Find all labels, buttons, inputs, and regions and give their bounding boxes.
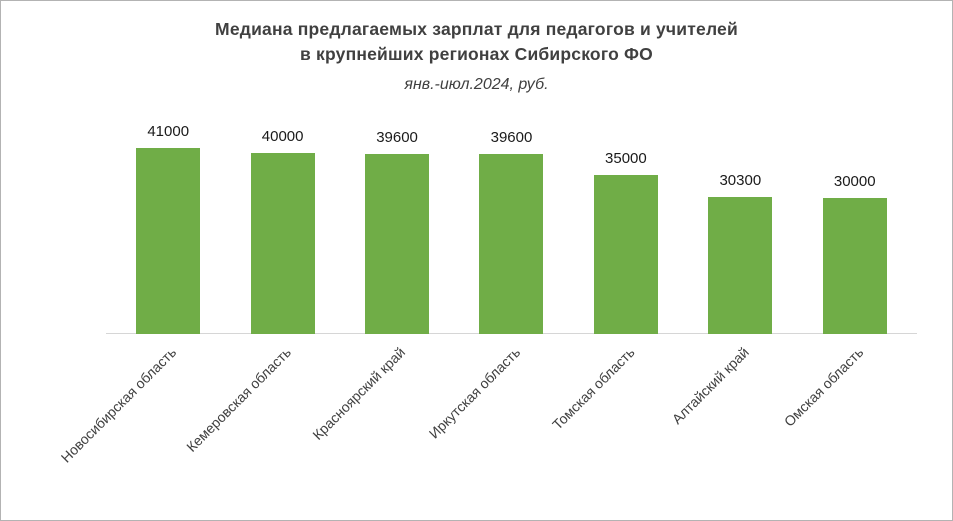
x-axis-label: Иркутская область <box>425 344 523 442</box>
bar <box>708 197 773 334</box>
bar <box>822 198 887 334</box>
bar-column: 30000 Омская область <box>780 106 912 430</box>
bar-column: 35000 Томская область <box>549 106 683 433</box>
bar-value-label: 35000 <box>605 150 647 167</box>
bar-value-label: 30300 <box>719 172 762 189</box>
chart-subtitle: янв.-июл.2024, руб. <box>404 75 549 93</box>
bar-value-label: 39600 <box>490 129 533 146</box>
bar-columns: 41000 Новосибирская область 40000 Кемеровск… <box>58 106 912 466</box>
bar-value-label: 40000 <box>261 128 304 145</box>
chart-title-line-2: в крупнейших регионах Сибирского ФО <box>300 44 653 65</box>
x-axis-label: Новосибирская область <box>57 344 180 466</box>
bar-column: 39600 Красноярский край <box>310 106 454 443</box>
x-axis-label: Томская область <box>548 344 638 433</box>
bar-column: 30300 Алтайский край <box>669 106 797 427</box>
plot-area: 41000 Новосибирская область 40000 Кемеровск… <box>58 106 917 466</box>
bar-column: 41000 Новосибирская область <box>58 106 225 466</box>
bar-value-label: 39600 <box>376 129 418 146</box>
bar <box>365 154 430 334</box>
bar-value-label: 41000 <box>147 123 190 140</box>
bar <box>593 175 658 334</box>
x-axis-label: Кемеровская область <box>183 344 294 455</box>
bar-value-label: 30000 <box>833 173 876 190</box>
bar-column: 39600 Иркутская область <box>425 106 568 442</box>
chart-title-line-1: Медиана предлагаемых зарплат для педагог… <box>215 19 738 39</box>
bar <box>136 148 201 334</box>
x-axis-label: Омская область <box>780 344 867 430</box>
bar-column: 40000 Кемеровская область <box>183 106 339 455</box>
bar <box>250 153 315 334</box>
x-axis-label: Красноярский край <box>309 344 409 443</box>
x-axis-label: Алтайский край <box>668 344 752 428</box>
bar <box>479 154 544 334</box>
